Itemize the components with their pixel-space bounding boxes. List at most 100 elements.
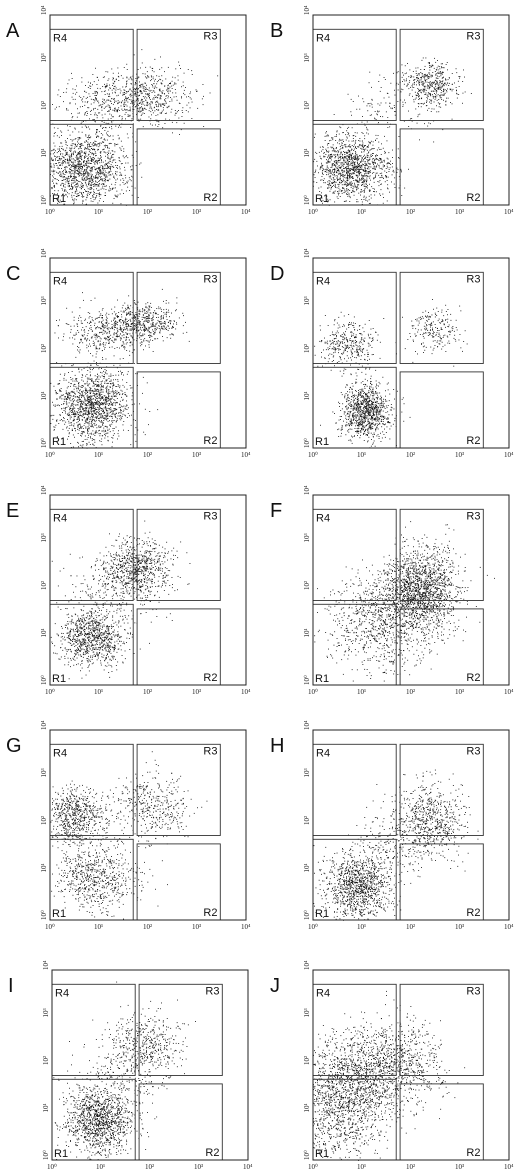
data-point: [80, 143, 82, 145]
data-point: [410, 86, 411, 88]
data-point: [324, 135, 326, 137]
data-point: [335, 185, 336, 187]
data-point: [146, 93, 148, 94]
data-point: [171, 80, 173, 82]
data-point: [150, 106, 152, 108]
data-point: [81, 99, 83, 101]
data-point: [71, 96, 73, 98]
data-point: [70, 391, 72, 393]
data-point: [385, 177, 387, 179]
data-point: [89, 180, 91, 182]
data-point: [443, 94, 445, 96]
data-point: [355, 180, 357, 182]
data-point: [102, 183, 104, 184]
data-point: [89, 184, 91, 186]
data-point: [71, 428, 73, 430]
data-point: [140, 91, 142, 92]
data-point: [88, 159, 90, 161]
data-point: [81, 173, 83, 174]
data-point: [90, 374, 91, 376]
data-point: [111, 416, 113, 418]
data-point: [341, 169, 343, 171]
data-point: [327, 160, 329, 162]
data-point: [343, 189, 345, 191]
data-point: [352, 101, 354, 102]
data-point: [355, 174, 357, 176]
data-point: [424, 73, 426, 75]
data-point: [132, 101, 134, 103]
data-point: [65, 166, 67, 167]
data-point: [156, 75, 158, 77]
data-point: [54, 185, 55, 187]
data-point: [160, 95, 162, 97]
data-point: [346, 171, 347, 173]
data-point: [129, 110, 131, 112]
data-point: [79, 146, 81, 147]
data-point: [346, 182, 348, 183]
data-point: [431, 99, 433, 101]
data-point: [107, 397, 109, 398]
data-point: [86, 178, 88, 179]
data-point: [100, 156, 102, 158]
data-point: [87, 428, 89, 429]
data-point: [332, 179, 334, 181]
data-point: [82, 431, 84, 432]
data-point: [94, 384, 96, 385]
data-point: [94, 92, 96, 94]
data-point: [83, 121, 84, 122]
data-point: [121, 396, 122, 398]
data-point: [83, 424, 85, 426]
data-point: [140, 100, 142, 102]
data-point: [102, 359, 104, 360]
data-point: [78, 181, 80, 182]
data-point: [106, 83, 108, 85]
data-point: [59, 397, 61, 399]
data-point: [334, 164, 335, 165]
data-point: [107, 155, 109, 157]
data-point: [123, 104, 125, 105]
data-point: [89, 118, 90, 120]
data-point: [366, 126, 367, 128]
data-point: [80, 156, 82, 157]
data-point: [367, 110, 369, 112]
data-point: [103, 183, 105, 185]
data-point: [83, 160, 84, 162]
data-point: [91, 390, 93, 392]
data-point: [89, 162, 91, 164]
data-point: [82, 196, 84, 198]
data-point: [360, 171, 361, 173]
data-point: [320, 166, 322, 167]
data-point: [434, 88, 436, 90]
data-point: [363, 195, 365, 197]
data-point: [80, 386, 82, 388]
data-point: [157, 109, 159, 111]
data-point: [112, 165, 114, 167]
data-point: [85, 388, 87, 390]
data-point: [331, 155, 333, 157]
data-point: [387, 162, 389, 164]
data-point: [436, 69, 437, 71]
data-point: [78, 396, 80, 398]
data-point: [430, 94, 431, 96]
data-point: [115, 417, 117, 418]
data-point: [93, 406, 95, 407]
data-point: [348, 175, 350, 177]
data-point: [53, 149, 55, 151]
data-point: [105, 86, 107, 88]
data-point: [380, 87, 382, 88]
data-point: [75, 165, 77, 167]
data-point: [435, 90, 437, 92]
data-point: [439, 83, 441, 85]
data-point: [137, 429, 139, 431]
data-point: [81, 186, 82, 187]
data-point: [333, 169, 335, 170]
data-point: [349, 175, 351, 177]
data-point: [104, 127, 106, 128]
data-point: [83, 395, 85, 396]
data-point: [91, 426, 92, 428]
data-point: [95, 390, 97, 392]
data-point: [421, 77, 423, 79]
data-point: [71, 365, 73, 367]
data-point: [124, 89, 126, 91]
data-point: [380, 102, 382, 104]
